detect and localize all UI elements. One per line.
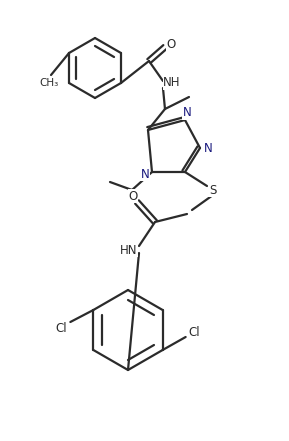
Text: N: N — [183, 106, 191, 120]
Text: N: N — [204, 142, 212, 154]
Text: O: O — [166, 38, 176, 52]
Text: S: S — [209, 183, 217, 197]
Text: Cl: Cl — [55, 321, 67, 335]
Text: N: N — [141, 168, 149, 180]
Text: NH: NH — [163, 76, 181, 90]
Text: Cl: Cl — [189, 325, 201, 339]
Text: HN: HN — [120, 243, 138, 257]
Text: CH₃: CH₃ — [39, 78, 59, 88]
Text: O: O — [128, 190, 138, 202]
